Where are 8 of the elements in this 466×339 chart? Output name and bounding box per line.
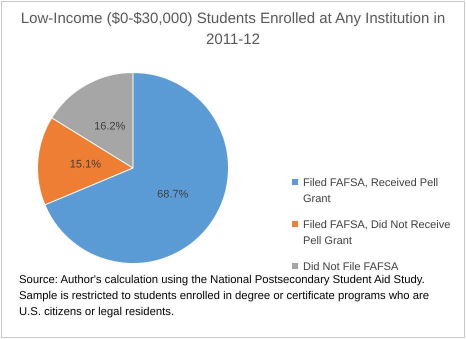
data-label: 68.7% bbox=[157, 188, 189, 200]
data-label: 15.1% bbox=[70, 158, 102, 170]
source-note: Source: Author's calculation using the National Postsecondary Student Aid Study. Sample is restricted to students enrolled in degree or certificate programs who are U.S. citizens or legal residents. bbox=[19, 273, 430, 320]
legend-label: Filed FAFSA, Did Not Receive Pell Grant bbox=[303, 219, 450, 247]
legend-label: Filed FAFSA, Received Pell Grant bbox=[303, 177, 438, 205]
legend-label: Did Not File FAFSA bbox=[303, 261, 398, 273]
chart-title: Low-Income ($0-$30,000) Students Enrolled at Any Institution in 2011-12 bbox=[20, 9, 446, 50]
data-label: 16.2% bbox=[94, 120, 126, 132]
